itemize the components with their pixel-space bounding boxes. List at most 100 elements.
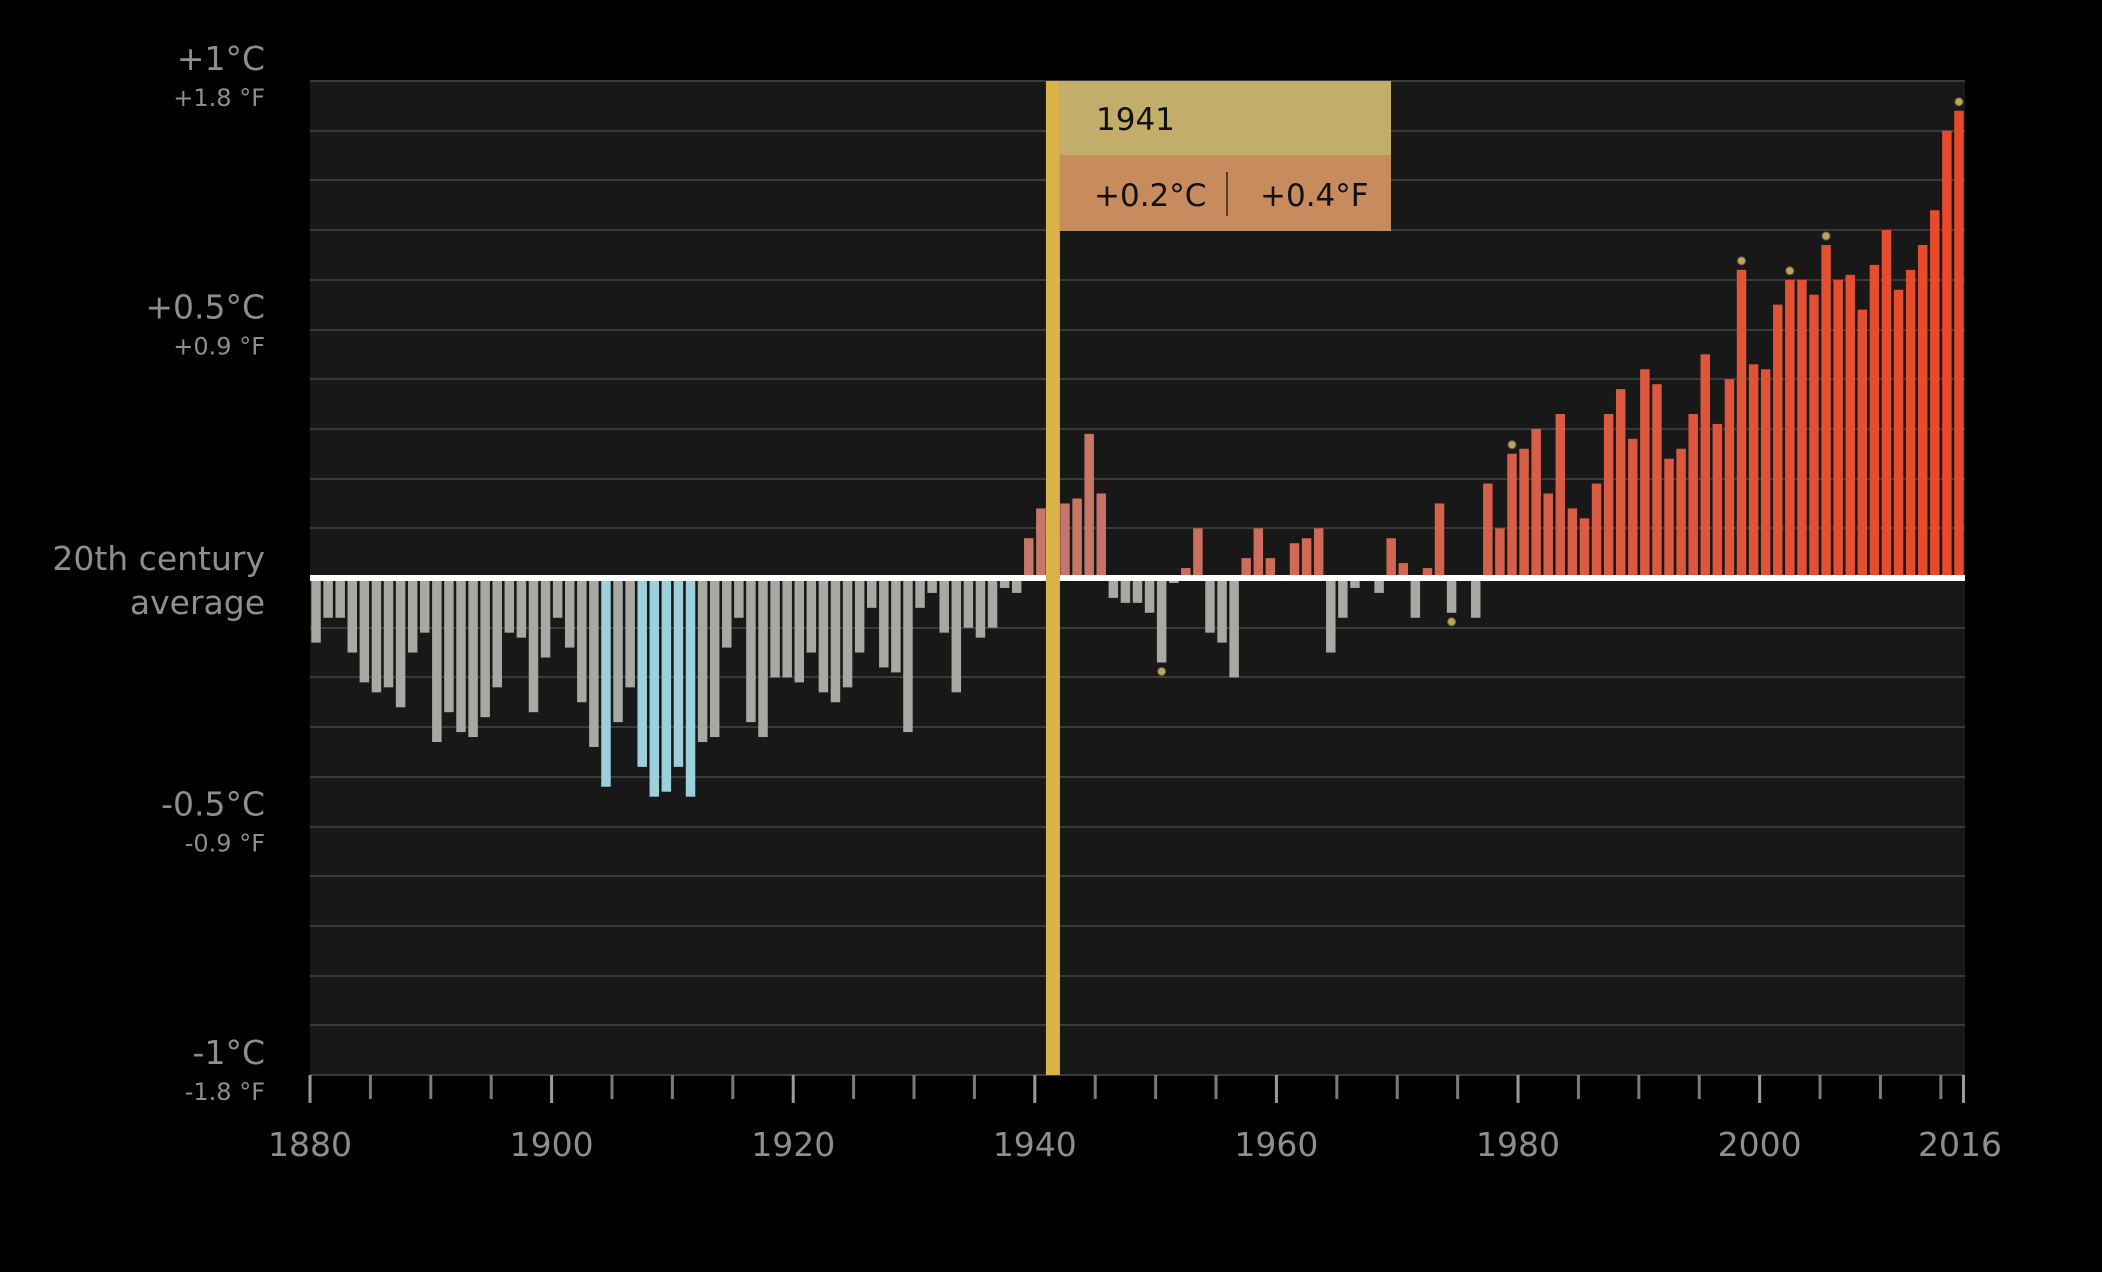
bar-1945[interactable]	[1096, 493, 1106, 578]
bar-1946[interactable]	[1108, 578, 1119, 598]
bar-1931[interactable]	[927, 578, 937, 593]
bar-1936[interactable]	[987, 578, 998, 628]
bar-1920[interactable]	[794, 578, 804, 683]
bar-1978[interactable]	[1495, 528, 1505, 578]
bar-1913[interactable]	[709, 578, 720, 738]
bar-1890[interactable]	[432, 578, 442, 743]
bar-1899[interactable]	[540, 578, 551, 658]
bar-1999[interactable]	[1748, 364, 1759, 578]
bar-1894[interactable]	[480, 578, 490, 718]
bar-1880[interactable]	[311, 578, 321, 643]
bar-1976[interactable]	[1471, 578, 1481, 618]
bar-1930[interactable]	[915, 578, 925, 608]
bar-2007[interactable]	[1845, 274, 1855, 578]
bar-1908[interactable]	[649, 578, 660, 797]
bar-1992[interactable]	[1664, 458, 1674, 578]
bar-2014[interactable]	[1930, 210, 1940, 578]
bar-2012[interactable]	[1905, 269, 1916, 578]
bar-1929[interactable]	[903, 578, 913, 733]
bar-2010[interactable]	[1881, 230, 1892, 578]
bar-1919[interactable]	[782, 578, 792, 678]
bar-1961[interactable]	[1289, 543, 1300, 578]
bar-1897[interactable]	[516, 578, 527, 638]
bar-1923[interactable]	[830, 578, 841, 703]
bar-1892[interactable]	[456, 578, 466, 733]
bar-2006[interactable]	[1833, 279, 1843, 578]
bar-1914[interactable]	[722, 578, 732, 648]
bar-2001[interactable]	[1773, 304, 1783, 578]
bar-1881[interactable]	[323, 578, 333, 618]
bar-1905[interactable]	[613, 578, 623, 723]
bar-2003[interactable]	[1797, 279, 1807, 578]
bar-1962[interactable]	[1301, 538, 1312, 578]
bar-1943[interactable]	[1072, 498, 1082, 578]
bar-1885[interactable]	[371, 578, 382, 693]
bar-1988[interactable]	[1615, 389, 1626, 578]
bar-1987[interactable]	[1603, 413, 1614, 578]
highlight-year-line[interactable]	[1045, 81, 1060, 1075]
bar-1944[interactable]	[1084, 433, 1094, 578]
bar-1939[interactable]	[1024, 538, 1034, 578]
bar-1921[interactable]	[806, 578, 817, 653]
bar-1907[interactable]	[637, 578, 647, 767]
bar-2011[interactable]	[1893, 289, 1904, 578]
bar-1993[interactable]	[1676, 448, 1686, 578]
bar-2016[interactable]	[1954, 110, 1964, 578]
bar-1952[interactable]	[1181, 568, 1191, 578]
bar-1895[interactable]	[492, 578, 502, 688]
bar-1903[interactable]	[589, 578, 599, 747]
bar-1955[interactable]	[1217, 578, 1227, 643]
bar-1983[interactable]	[1555, 413, 1566, 578]
bar-1882[interactable]	[335, 578, 345, 618]
bar-2015[interactable]	[1942, 130, 1952, 578]
bar-1927[interactable]	[879, 578, 889, 668]
bar-1888[interactable]	[407, 578, 418, 653]
bar-1994[interactable]	[1688, 413, 1698, 578]
bar-1916[interactable]	[746, 578, 756, 723]
bar-1896[interactable]	[504, 578, 515, 633]
bar-1942[interactable]	[1060, 503, 1070, 578]
bar-1926[interactable]	[866, 578, 877, 608]
bar-1954[interactable]	[1205, 578, 1215, 633]
bar-2008[interactable]	[1857, 309, 1868, 578]
bar-2000[interactable]	[1760, 369, 1771, 578]
bar-1925[interactable]	[854, 578, 865, 653]
bar-1986[interactable]	[1591, 483, 1602, 578]
bar-1979[interactable]	[1507, 453, 1517, 578]
bar-1966[interactable]	[1350, 578, 1360, 588]
bar-1935[interactable]	[975, 578, 986, 638]
bar-1893[interactable]	[468, 578, 478, 738]
bar-1918[interactable]	[770, 578, 780, 678]
bar-1909[interactable]	[661, 578, 672, 792]
bar-1968[interactable]	[1374, 578, 1384, 593]
bar-1891[interactable]	[444, 578, 454, 713]
bar-1934[interactable]	[963, 578, 974, 628]
bar-1997[interactable]	[1724, 379, 1735, 578]
bar-1953[interactable]	[1193, 528, 1203, 578]
bar-1932[interactable]	[939, 578, 949, 633]
bar-2005[interactable]	[1821, 245, 1831, 578]
bar-1998[interactable]	[1736, 269, 1747, 578]
bar-1883[interactable]	[347, 578, 358, 653]
bar-1977[interactable]	[1483, 483, 1493, 578]
bar-1995[interactable]	[1700, 354, 1711, 578]
bar-1938[interactable]	[1011, 578, 1022, 593]
bar-1949[interactable]	[1144, 578, 1155, 613]
bar-1981[interactable]	[1531, 428, 1541, 578]
bar-2002[interactable]	[1785, 279, 1795, 578]
bar-1900[interactable]	[552, 578, 563, 618]
bar-1964[interactable]	[1326, 578, 1336, 653]
bar-1996[interactable]	[1712, 423, 1723, 578]
bar-1904[interactable]	[601, 578, 611, 787]
bar-1901[interactable]	[564, 578, 575, 648]
bar-1991[interactable]	[1652, 384, 1662, 578]
bar-1937[interactable]	[999, 578, 1010, 588]
bar-1912[interactable]	[697, 578, 708, 743]
bar-1911[interactable]	[685, 578, 696, 797]
bar-1973[interactable]	[1434, 503, 1445, 578]
bar-1886[interactable]	[383, 578, 394, 688]
bar-1902[interactable]	[577, 578, 587, 703]
bar-1915[interactable]	[734, 578, 744, 618]
bar-1970[interactable]	[1398, 563, 1409, 578]
bar-1963[interactable]	[1313, 528, 1324, 578]
